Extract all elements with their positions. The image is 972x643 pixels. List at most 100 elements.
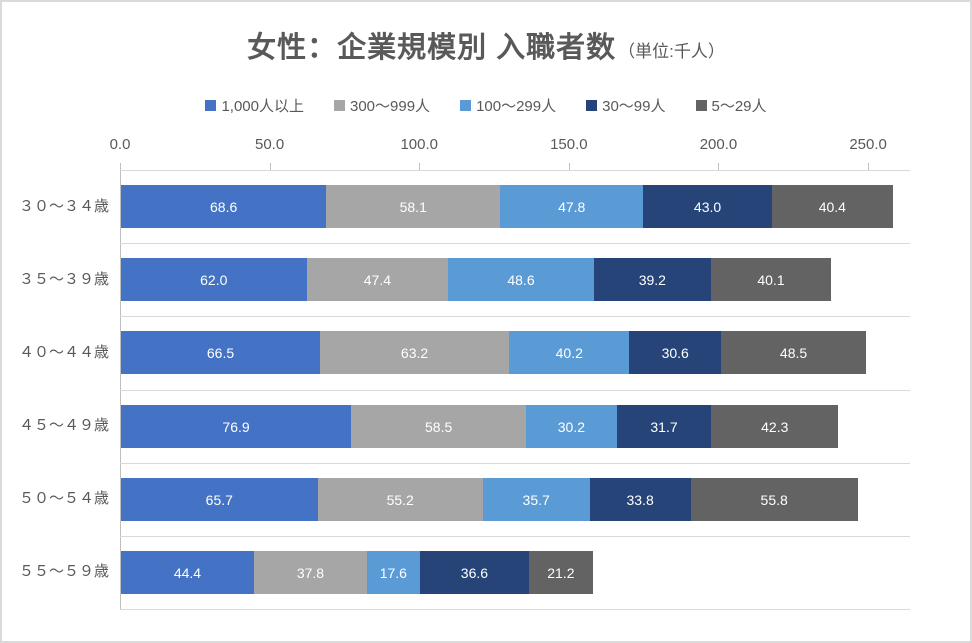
y-axis-category-label: ５０〜５４歳 (18, 490, 109, 507)
legend-label: 30〜99人 (602, 98, 666, 115)
bar-segment: 43.0 (643, 185, 772, 228)
bar-segment: 33.8 (589, 478, 691, 521)
bar-row: 44.4 37.8 17.6 36.6 21.2 (121, 551, 593, 594)
bar-value-label: 30.6 (661, 344, 689, 361)
bar-segment: 30.6 (629, 331, 721, 374)
bar-value-label: 42.3 (761, 418, 789, 435)
bar-value-label: 21.2 (547, 564, 575, 581)
bar-value-label: 33.8 (626, 491, 654, 508)
x-axis-tick-label: 250.0 (849, 136, 887, 153)
y-axis-category-label: ３０〜３４歳 (18, 198, 109, 215)
bar-segment: 65.7 (121, 478, 318, 521)
legend-swatch-icon (334, 100, 345, 111)
x-axis-tick-label: 0.0 (109, 136, 131, 153)
x-axis-tick-label: 50.0 (255, 136, 285, 153)
x-axis-tick-mark (868, 163, 870, 170)
bar-row: 62.0 47.4 48.6 39.2 40.1 (121, 258, 831, 301)
y-axis-category-label: ５５〜５９歳 (18, 563, 109, 580)
bar-value-label: 30.2 (557, 418, 585, 435)
bar-segment: 66.5 (121, 331, 320, 374)
bar-row: 66.5 63.2 40.2 30.6 48.5 (121, 331, 867, 374)
bar-segment: 62.0 (121, 258, 307, 301)
bar-value-label: 44.4 (173, 564, 202, 581)
bar-value-label: 47.4 (363, 271, 392, 288)
bar-segment: 47.8 (500, 185, 644, 228)
legend-item-4: 30〜99人 (586, 95, 666, 116)
bar-segment: 37.8 (253, 551, 367, 594)
bar-value-label: 66.5 (206, 344, 235, 361)
bar-value-label: 35.7 (522, 491, 550, 508)
legend-item-3: 100〜299人 (460, 95, 556, 116)
chart-title-text: 女性：企業規模別 入職者数 (247, 32, 617, 64)
bar-segment: 48.6 (448, 258, 594, 301)
bar-value-label: 58.1 (399, 198, 427, 215)
category-gridline (120, 316, 910, 317)
bar-segment: 40.1 (710, 258, 831, 301)
bar-segment: 31.7 (616, 405, 712, 448)
bar-segment: 21.2 (529, 551, 593, 594)
bar-value-label: 65.7 (205, 491, 233, 508)
bar-segment: 76.9 (121, 405, 352, 448)
bar-value-label: 58.5 (425, 418, 453, 435)
legend-swatch-icon (586, 100, 598, 111)
bar-value-label: 17.6 (379, 564, 407, 581)
chart-title-unit: （単位:千人） (618, 42, 725, 61)
bar-segment: 39.2 (593, 258, 711, 301)
bar-segment: 30.2 (526, 405, 617, 448)
legend-label: 1,000人以上 (221, 98, 304, 115)
category-gridline (120, 243, 910, 244)
category-gridline (120, 390, 910, 391)
bar-segment: 35.7 (482, 478, 590, 521)
bar-value-label: 37.8 (296, 564, 325, 581)
legend-label: 5〜29人 (711, 98, 767, 115)
bar-value-label: 40.1 (757, 271, 785, 288)
legend-item-1: 1,000人以上 (205, 95, 304, 116)
bar-value-label: 76.9 (222, 418, 250, 435)
x-axis-tick-mark (568, 163, 570, 170)
y-axis-line (120, 163, 121, 609)
legend-swatch-icon (205, 100, 217, 111)
bar-value-label: 48.5 (779, 344, 808, 361)
bar-segment: 58.1 (326, 185, 501, 228)
bar-segment: 55.2 (317, 478, 483, 521)
bar-value-label: 43.0 (693, 198, 722, 215)
y-axis-category-label: ３５〜３９歳 (18, 271, 109, 288)
bar-value-label: 68.6 (210, 198, 238, 215)
legend-label: 300〜999人 (350, 98, 431, 115)
bar-segment: 55.8 (690, 478, 858, 521)
bar-value-label: 47.8 (558, 198, 586, 215)
bar-segment: 42.3 (711, 405, 839, 448)
x-axis-tick-mark (269, 163, 271, 170)
y-axis-category-label: ４５〜４９歳 (18, 417, 109, 434)
bar-row: 76.9 58.5 30.2 31.7 42.3 (121, 405, 839, 448)
bar-segment: 40.4 (771, 185, 893, 228)
category-gridline (120, 463, 910, 464)
bar-value-label: 55.8 (760, 491, 788, 508)
bar-segment: 48.5 (720, 331, 867, 374)
legend-swatch-icon (460, 100, 472, 111)
bar-value-label: 39.2 (638, 271, 666, 288)
bar-value-label: 31.7 (650, 418, 678, 435)
bar-segment: 47.4 (306, 258, 449, 301)
x-axis-tick-label: 200.0 (699, 136, 738, 153)
bar-row: 68.6 58.1 47.8 43.0 40.4 (121, 185, 893, 228)
bar-value-label: 36.6 (460, 564, 489, 581)
bar-segment: 58.5 (351, 405, 527, 448)
category-gridline (120, 536, 910, 537)
bar-value-label: 63.2 (400, 344, 429, 361)
legend-item-5: 5〜29人 (695, 95, 767, 116)
x-axis-tick-label: 100.0 (400, 136, 438, 153)
bar-segment: 63.2 (320, 331, 510, 374)
x-axis-tick-label: 150.0 (550, 136, 588, 153)
chart-title: 女性：企業規模別 入職者数 （単位:千人） (2, 24, 970, 66)
bar-value-label: 62.0 (200, 271, 228, 288)
bar-segment: 17.6 (366, 551, 420, 594)
legend-item-2: 300〜999人 (334, 95, 430, 116)
legend-label: 100〜299人 (476, 98, 557, 115)
bar-segment: 36.6 (419, 551, 530, 594)
bar-value-label: 55.2 (386, 491, 414, 508)
bar-value-label: 40.4 (818, 198, 846, 215)
bar-segment: 40.2 (509, 331, 630, 374)
y-axis-category-label: ４０〜４４歳 (18, 344, 109, 361)
